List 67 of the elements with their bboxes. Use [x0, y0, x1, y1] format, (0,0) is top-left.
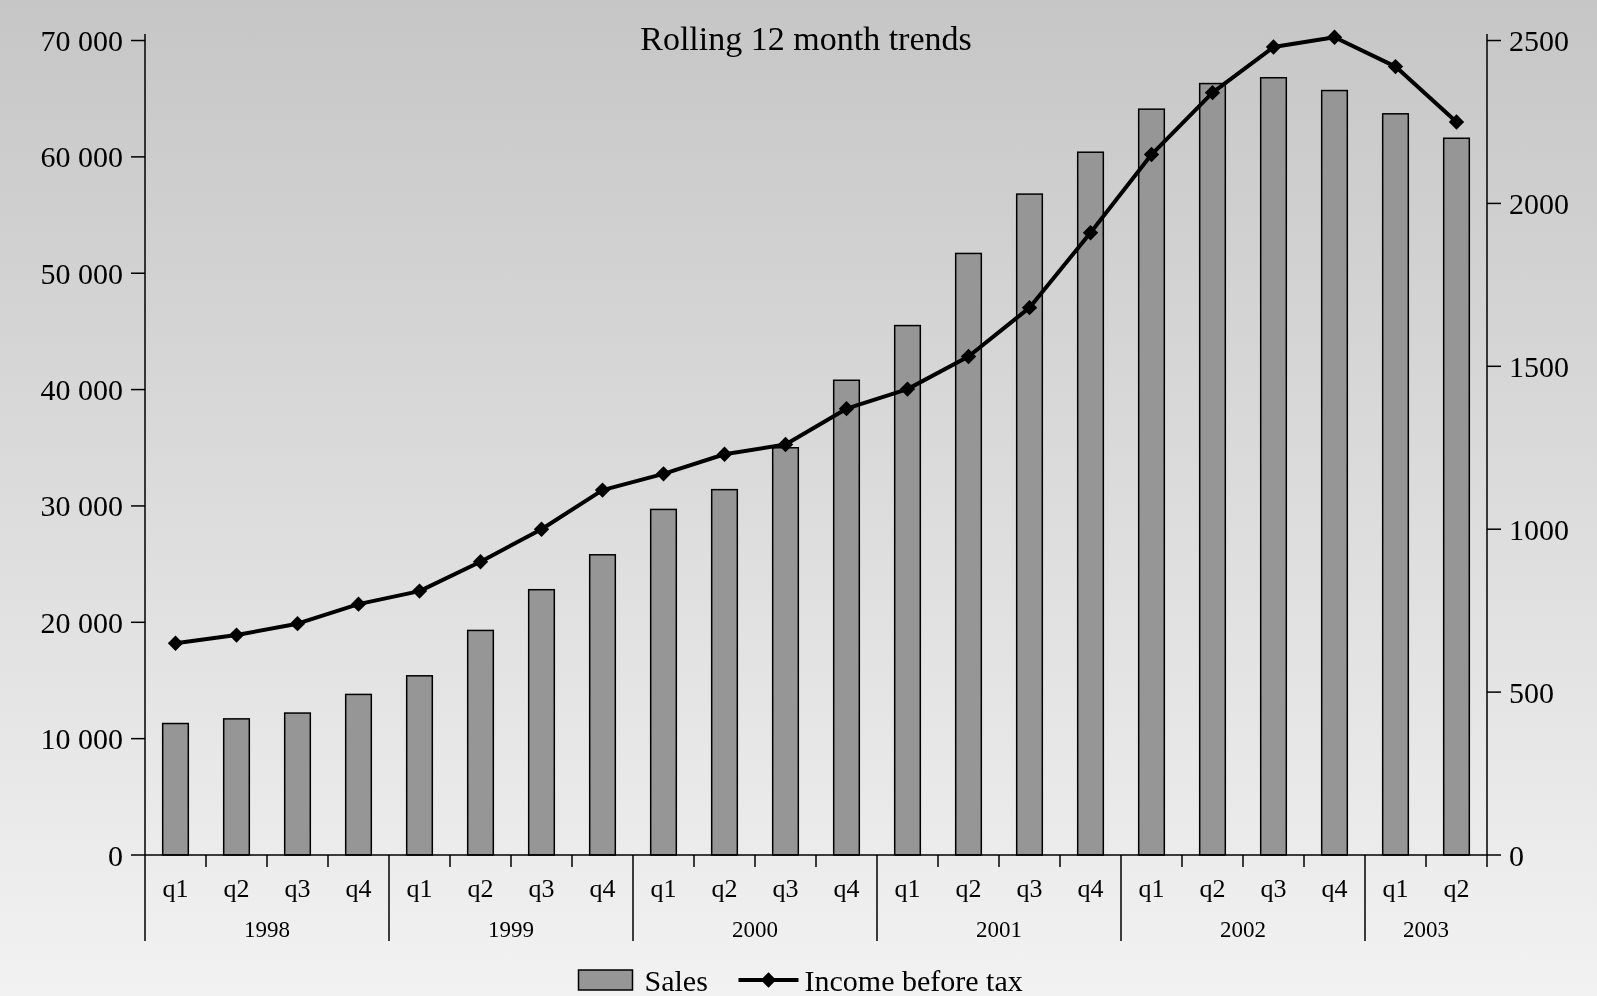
- point: [411, 583, 428, 599]
- point: [716, 446, 733, 462]
- x-tick-label: q1: [1382, 874, 1409, 903]
- y-tick-label: 20 000: [40, 605, 123, 639]
- point: [777, 436, 794, 453]
- text: 1998: [244, 917, 290, 942]
- point: [472, 554, 489, 570]
- point: [289, 616, 306, 632]
- x-tick-label: q3: [1016, 874, 1043, 903]
- point: [655, 466, 672, 482]
- point: [1021, 300, 1038, 316]
- x-tick-label: q3: [772, 874, 799, 903]
- x-tick-label: q4: [345, 874, 372, 903]
- y-tick-label: 30 000: [40, 489, 123, 523]
- point: [899, 381, 916, 397]
- x-tick-label: q2: [711, 874, 738, 903]
- point: [228, 627, 245, 643]
- y2-tick-label: 1500: [1509, 349, 1569, 383]
- x-tick-label: q2: [223, 874, 250, 903]
- y2-tick-label: 1000: [1509, 512, 1569, 546]
- x-tick-label: q2: [1443, 874, 1470, 903]
- y-tick-label: 70 000: [40, 24, 123, 58]
- point: [1387, 58, 1404, 75]
- x-tick-label: q4: [589, 874, 616, 903]
- point: [1082, 225, 1099, 241]
- x-tick-label: q4: [833, 874, 860, 903]
- y-tick-label: 40 000: [40, 373, 123, 407]
- x-tick-label: q3: [284, 874, 311, 903]
- y2-tick-label: 0: [1509, 838, 1524, 872]
- point: [350, 596, 367, 612]
- x-tick-label: q3: [1260, 874, 1287, 903]
- point: [1265, 39, 1282, 55]
- x-tick-label: q1: [162, 874, 189, 903]
- point: [1143, 146, 1160, 163]
- point: [838, 400, 855, 417]
- x-tick-label: q1: [1138, 874, 1165, 903]
- legend-label: Sales: [644, 963, 708, 996]
- y2-tick-label: 2500: [1509, 24, 1569, 58]
- x-tick-label: q1: [406, 874, 433, 903]
- point: [533, 521, 550, 537]
- text: 1999: [488, 917, 534, 942]
- y2-tick-label: 2000: [1509, 186, 1569, 220]
- x-tick-label: q1: [894, 874, 921, 903]
- y-tick-label: 10 000: [40, 722, 123, 756]
- text: 2001: [976, 917, 1022, 942]
- x-tick-label: q3: [528, 874, 555, 903]
- point: [960, 348, 977, 365]
- point: [594, 482, 611, 498]
- y-tick-label: 0: [108, 838, 123, 872]
- point: [167, 635, 184, 651]
- point: [1448, 114, 1465, 130]
- point: [1326, 29, 1343, 45]
- x-tick-label: q2: [1199, 874, 1226, 903]
- x-tick-label: q2: [955, 874, 982, 903]
- x-tick-label: q1: [650, 874, 677, 903]
- chart-title: Rolling 12 month trends: [640, 20, 972, 58]
- point: [1204, 84, 1221, 101]
- text: 2003: [1403, 917, 1449, 942]
- y-tick-label: 50 000: [40, 256, 123, 290]
- text: 2002: [1220, 917, 1266, 942]
- x-tick-label: q4: [1321, 874, 1348, 903]
- legend-label: Income before tax: [804, 963, 1023, 996]
- x-tick-label: q4: [1077, 874, 1104, 903]
- x-tick-label: q2: [467, 874, 494, 903]
- y-tick-label: 60 000: [40, 140, 123, 174]
- text: 2000: [732, 917, 778, 942]
- y2-tick-label: 500: [1509, 675, 1554, 709]
